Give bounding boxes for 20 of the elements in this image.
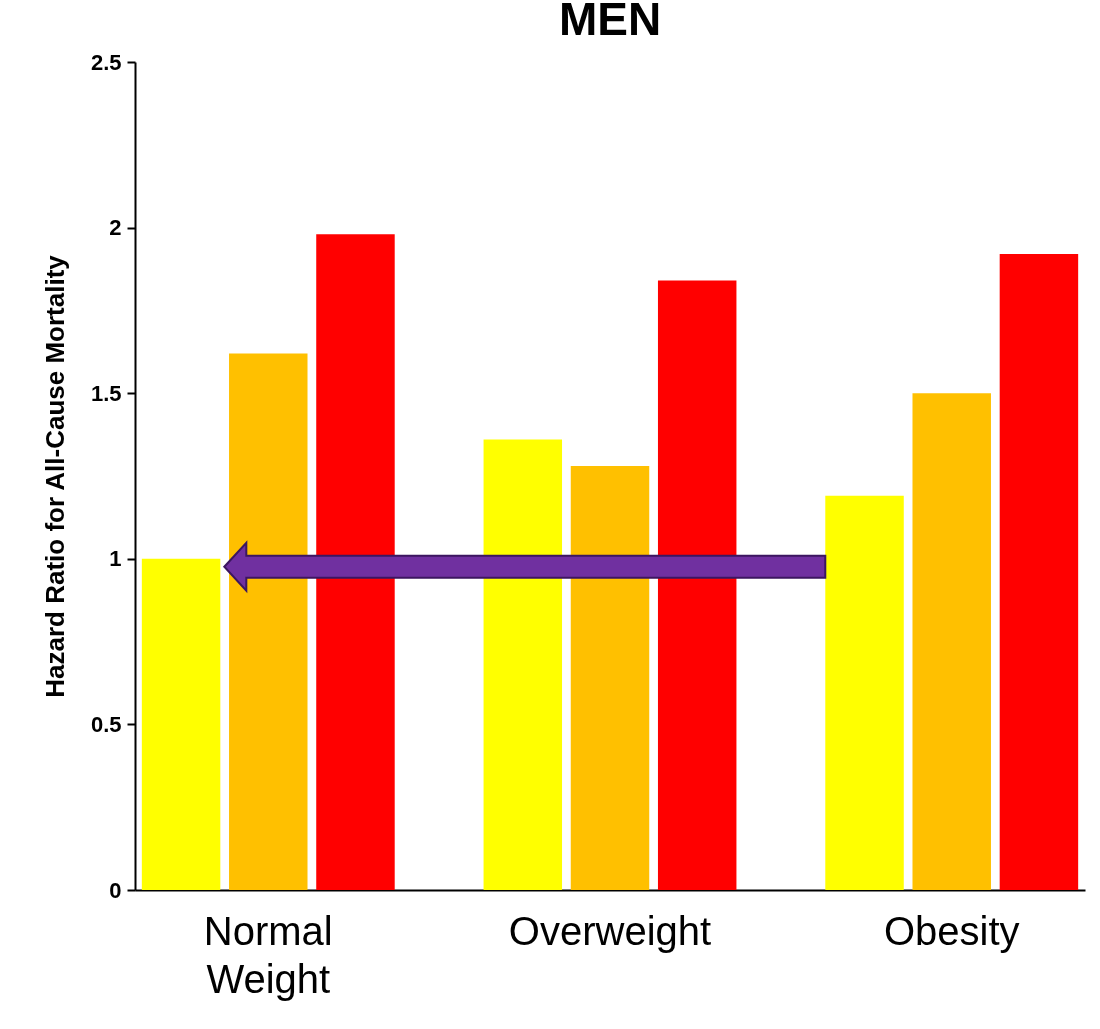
y-tick-label: 1.5 <box>90 380 122 406</box>
y-tick-label: 2 <box>109 215 122 241</box>
y-tick-label: 0 <box>109 877 122 903</box>
bar <box>141 558 221 890</box>
bar <box>570 466 650 890</box>
bar <box>483 439 563 890</box>
bar <box>657 280 737 890</box>
bar <box>999 254 1079 890</box>
y-tick-label: 0.5 <box>90 711 122 737</box>
y-axis-title: Hazard Ratio for All-Cause Mortality <box>39 254 70 698</box>
x-tick-label: Obesity <box>883 908 1020 953</box>
x-tick-label: Overweight <box>508 908 712 953</box>
bar <box>825 495 904 890</box>
bar <box>229 353 308 890</box>
bar <box>912 393 991 890</box>
bar <box>316 234 395 890</box>
x-tick-label: Normal Weight <box>203 908 333 1001</box>
chart-title: MEN <box>558 0 662 45</box>
y-tick-label: 1 <box>109 546 122 572</box>
y-tick-label: 2.5 <box>90 49 122 75</box>
